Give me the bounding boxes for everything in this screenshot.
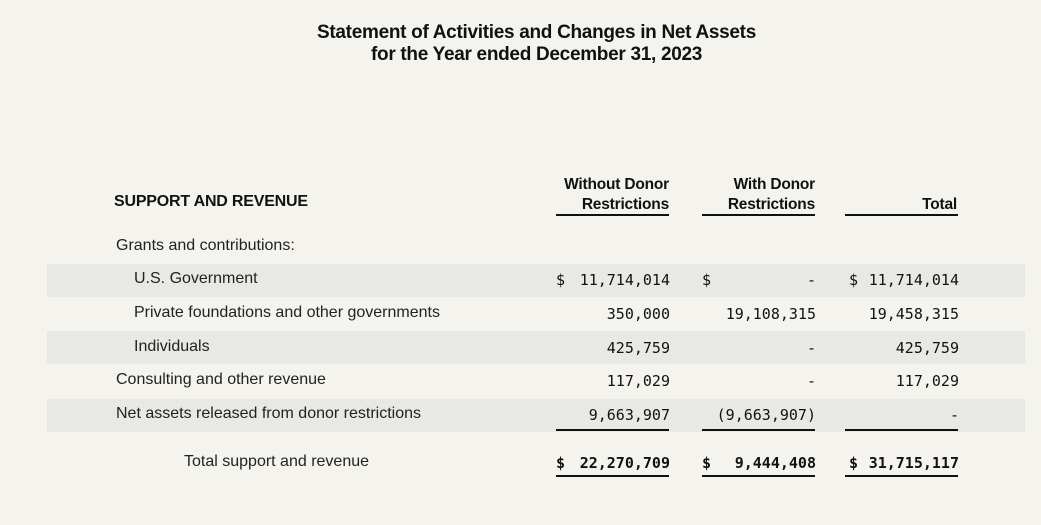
total-total: 31,715,117 xyxy=(868,454,959,472)
section-heading: SUPPORT AND REVENUE xyxy=(114,193,308,210)
col-header-without-donor: Without Donor Restrictions xyxy=(564,175,669,215)
dollar-sign: $ xyxy=(849,271,859,289)
cell-us-government-with: - xyxy=(806,271,816,289)
cell-private-foundations-total: 19,458,315 xyxy=(868,305,959,323)
total-underline-total xyxy=(845,475,958,477)
cell-private-foundations-with: 19,108,315 xyxy=(725,305,816,323)
col-header-without-line2: Restrictions xyxy=(581,196,669,213)
cell-net-assets-total: - xyxy=(949,406,959,424)
row-band-1 xyxy=(47,264,1025,297)
subtotal-underline-with xyxy=(702,429,815,431)
dollar-sign: $ xyxy=(702,454,712,472)
col-underline-with xyxy=(702,214,815,216)
cell-consulting-total: 117,029 xyxy=(895,372,959,390)
col-header-without-line1: Without Donor xyxy=(564,176,669,193)
group-label-grants: Grants and contributions: xyxy=(116,237,295,254)
title-line-1: Statement of Activities and Changes in N… xyxy=(317,22,756,43)
cell-consulting-without: 117,029 xyxy=(606,372,670,390)
subtotal-underline-total xyxy=(845,429,958,431)
cell-individuals-without: 425,759 xyxy=(606,339,670,357)
row-label-consulting: Consulting and other revenue xyxy=(116,371,326,388)
row-band-5 xyxy=(47,399,1025,432)
cell-net-assets-with: (9,663,907) xyxy=(716,406,816,424)
col-header-with-line1: With Donor xyxy=(733,176,816,193)
total-underline-with xyxy=(702,475,815,477)
cell-us-government-total: 11,714,014 xyxy=(868,271,959,289)
statement-title: Statement of Activities and Changes in N… xyxy=(0,22,1041,66)
dollar-sign: $ xyxy=(849,454,859,472)
row-band-3 xyxy=(47,331,1025,364)
title-line-2: for the Year ended December 31, 2023 xyxy=(370,44,703,65)
dollar-sign: $ xyxy=(556,271,566,289)
cell-private-foundations-without: 350,000 xyxy=(606,305,670,323)
total-support-label: Total support and revenue xyxy=(184,453,370,470)
subtotal-underline-without xyxy=(556,429,669,431)
col-underline-total xyxy=(845,214,958,216)
row-label-individuals: Individuals xyxy=(134,338,210,355)
total-with: 9,444,408 xyxy=(734,454,816,472)
row-label-us-government: U.S. Government xyxy=(134,270,258,287)
col-header-with-donor: With Donor Restrictions xyxy=(728,175,815,215)
cell-individuals-total: 425,759 xyxy=(895,339,959,357)
cell-consulting-with: - xyxy=(806,372,816,390)
col-header-with-line2: Restrictions xyxy=(727,196,815,213)
col-underline-without xyxy=(556,214,669,216)
cell-us-government-without: 11,714,014 xyxy=(579,271,670,289)
col-header-total: Total xyxy=(922,196,957,213)
dollar-sign: $ xyxy=(702,271,712,289)
dollar-sign: $ xyxy=(556,454,566,472)
cell-individuals-with: - xyxy=(806,339,816,357)
total-underline-without xyxy=(556,475,669,477)
row-label-private-foundations: Private foundations and other government… xyxy=(134,304,440,321)
row-label-net-assets-released: Net assets released from donor restricti… xyxy=(116,405,422,422)
total-without: 22,270,709 xyxy=(579,454,670,472)
cell-net-assets-without: 9,663,907 xyxy=(588,406,670,424)
